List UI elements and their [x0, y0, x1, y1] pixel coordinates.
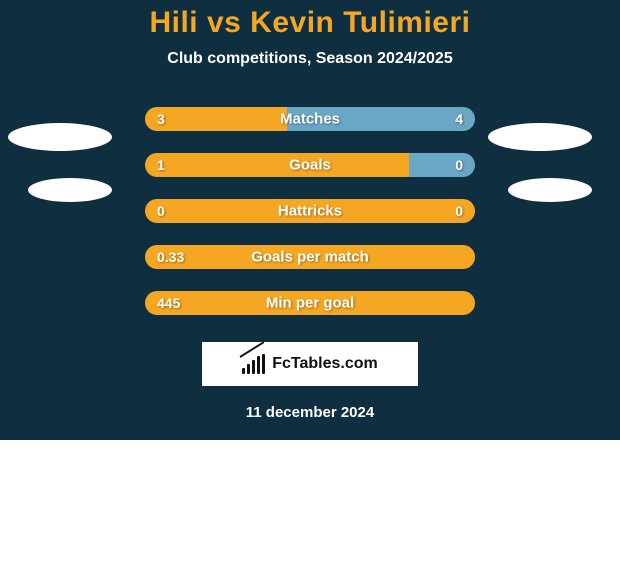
stat-value-right: 4	[455, 111, 463, 127]
decor-ellipse	[28, 178, 112, 202]
logo-chart-icon	[242, 354, 266, 374]
page-title: Hili vs Kevin Tulimieri	[0, 6, 620, 40]
date-line: 11 december 2024	[0, 404, 620, 421]
stat-bar: 1 0 Goals	[145, 153, 475, 177]
decor-ellipse	[8, 123, 112, 151]
stat-value-left: 1	[157, 157, 165, 173]
stat-label: Goals	[289, 157, 331, 174]
stat-bar: 445 Min per goal	[145, 291, 475, 315]
logo-text-suffix: .com	[340, 355, 377, 373]
stat-row: 0.33 Goals per match	[0, 234, 620, 280]
logo-box: FcTables.com	[202, 342, 418, 386]
stat-value-right: 0	[455, 157, 463, 173]
comparison-card: Hili vs Kevin Tulimieri Club competition…	[0, 0, 620, 440]
logo-text: FcTables.com	[272, 355, 378, 373]
stat-bar-left	[145, 107, 287, 131]
stat-value-right: 0	[455, 203, 463, 219]
stat-row: 445 Min per goal	[0, 280, 620, 326]
stat-label: Min per goal	[266, 295, 354, 312]
decor-ellipse	[488, 123, 592, 151]
decor-ellipse	[508, 178, 592, 202]
stat-value-left: 3	[157, 111, 165, 127]
logo-text-main: FcTables	[272, 355, 340, 373]
stat-label: Matches	[280, 111, 340, 128]
stat-bar: 0.33 Goals per match	[145, 245, 475, 269]
stat-label: Hattricks	[278, 203, 342, 220]
stat-label: Goals per match	[251, 249, 369, 266]
stat-bar: 0 0 Hattricks	[145, 199, 475, 223]
subtitle: Club competitions, Season 2024/2025	[0, 50, 620, 68]
stat-bar-left	[145, 153, 409, 177]
stat-value-left: 0	[157, 203, 165, 219]
stat-value-left: 0.33	[157, 249, 184, 265]
stat-value-left: 445	[157, 295, 180, 311]
stat-bar: 3 4 Matches	[145, 107, 475, 131]
stat-bar-right	[409, 153, 475, 177]
